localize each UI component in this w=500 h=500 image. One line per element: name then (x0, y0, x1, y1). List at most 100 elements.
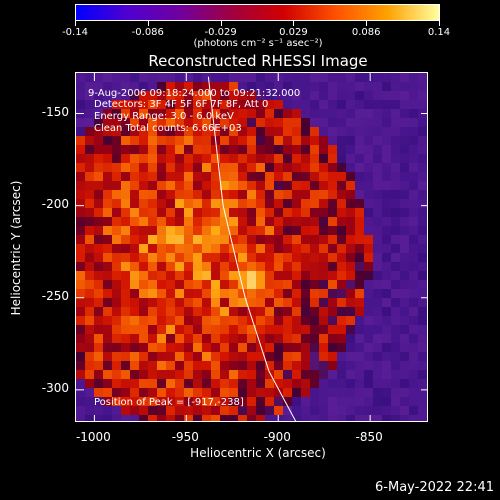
heatmap-cell (220, 262, 229, 271)
heatmap-cell (175, 325, 184, 334)
heatmap-cell (346, 172, 355, 181)
heatmap-cell (193, 244, 202, 253)
colorbar-tick (75, 21, 76, 26)
heatmap-cell (319, 316, 328, 325)
heatmap-cell (175, 307, 184, 316)
heatmap-cell (400, 100, 409, 109)
heatmap-cell (202, 343, 211, 352)
heatmap-cell (319, 325, 328, 334)
heatmap-cell (220, 199, 229, 208)
heatmap-cell (148, 406, 157, 415)
heatmap-cell (85, 406, 94, 415)
heatmap-cell (76, 145, 85, 154)
heatmap-cell (337, 343, 346, 352)
heatmap-cell (427, 406, 428, 415)
heatmap-cell (391, 352, 400, 361)
heatmap-cell (301, 343, 310, 352)
heatmap-cell (328, 361, 337, 370)
heatmap-cell (382, 289, 391, 298)
heatmap-cell (409, 352, 418, 361)
heatmap-cell (247, 262, 256, 271)
heatmap-cell (202, 352, 211, 361)
heatmap-cell (283, 316, 292, 325)
heatmap-cell (112, 316, 121, 325)
heatmap-cell (427, 361, 428, 370)
heatmap-cell (220, 217, 229, 226)
heatmap-cell (346, 217, 355, 226)
heatmap-cell (337, 91, 346, 100)
heatmap-cell (148, 325, 157, 334)
heatmap-cell (202, 406, 211, 415)
heatmap-cell (427, 181, 428, 190)
heatmap-cell (229, 181, 238, 190)
heatmap-cell (238, 208, 247, 217)
heatmap-cell (373, 109, 382, 118)
heatmap-cell (265, 379, 274, 388)
heatmap-cell (274, 343, 283, 352)
heatmap-cell (166, 406, 175, 415)
heatmap-cell (148, 307, 157, 316)
heatmap-cell (112, 181, 121, 190)
heatmap-cell (148, 352, 157, 361)
heatmap-cell (382, 280, 391, 289)
heatmap-cell (364, 199, 373, 208)
heatmap-cell (400, 244, 409, 253)
heatmap-cell (121, 244, 130, 253)
heatmap-cell (229, 91, 238, 100)
heatmap-cell (220, 73, 229, 82)
heatmap-cell (409, 397, 418, 406)
heatmap-cell (130, 388, 139, 397)
heatmap-cell (130, 370, 139, 379)
heatmap-cell (94, 154, 103, 163)
heatmap-cell (409, 235, 418, 244)
heatmap-cell (193, 181, 202, 190)
heatmap-cell (427, 190, 428, 199)
heatmap-cell (301, 289, 310, 298)
heatmap-cell (175, 109, 184, 118)
heatmap-cell (400, 73, 409, 82)
heatmap-cell (112, 370, 121, 379)
heatmap-cell (337, 334, 346, 343)
heatmap-cell (121, 415, 130, 421)
heatmap-cell (382, 190, 391, 199)
heatmap-cell (247, 199, 256, 208)
heatmap-cell (283, 199, 292, 208)
heatmap-cell (220, 235, 229, 244)
heatmap-cell (112, 352, 121, 361)
heatmap-cell (301, 82, 310, 91)
heatmap-cell (283, 235, 292, 244)
heatmap-cell (157, 343, 166, 352)
heatmap-cell (256, 406, 265, 415)
heatmap-cell (427, 199, 428, 208)
heatmap-cell (121, 289, 130, 298)
heatmap-cell (157, 280, 166, 289)
heatmap-cell (319, 334, 328, 343)
heatmap-cell (292, 100, 301, 109)
heatmap-cell (274, 82, 283, 91)
heatmap-cell (238, 100, 247, 109)
heatmap-cell (256, 118, 265, 127)
heatmap-cell (193, 145, 202, 154)
heatmap-cell (355, 82, 364, 91)
heatmap-cell (265, 397, 274, 406)
heatmap-cell (319, 298, 328, 307)
heatmap-cell (112, 154, 121, 163)
heatmap-cell (292, 280, 301, 289)
heatmap-cell (112, 271, 121, 280)
heatmap-cell (373, 127, 382, 136)
heatmap-cell (139, 415, 148, 421)
heatmap-cell (202, 280, 211, 289)
heatmap-cell (328, 325, 337, 334)
heatmap-cell (328, 406, 337, 415)
heatmap-cell (94, 280, 103, 289)
heatmap-cell (211, 361, 220, 370)
heatmap-cell (220, 361, 229, 370)
heatmap-cell (382, 388, 391, 397)
heatmap-cell (310, 109, 319, 118)
heatmap-cell (157, 91, 166, 100)
heatmap-cell (400, 379, 409, 388)
heatmap-cell (184, 199, 193, 208)
colorbar-tick (293, 21, 295, 26)
heatmap-cell (382, 244, 391, 253)
heatmap-cell (301, 316, 310, 325)
